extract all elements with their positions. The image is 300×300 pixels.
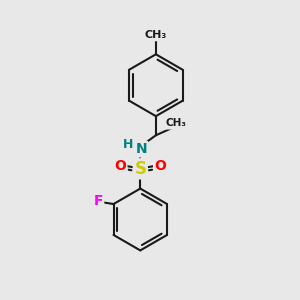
Text: CH₃: CH₃ (165, 118, 186, 128)
Text: S: S (134, 160, 146, 178)
Text: N: N (135, 142, 147, 156)
Text: F: F (93, 194, 103, 208)
Text: H: H (122, 138, 133, 151)
Text: CH₃: CH₃ (145, 30, 167, 40)
Text: O: O (154, 159, 166, 173)
Text: O: O (114, 159, 126, 173)
